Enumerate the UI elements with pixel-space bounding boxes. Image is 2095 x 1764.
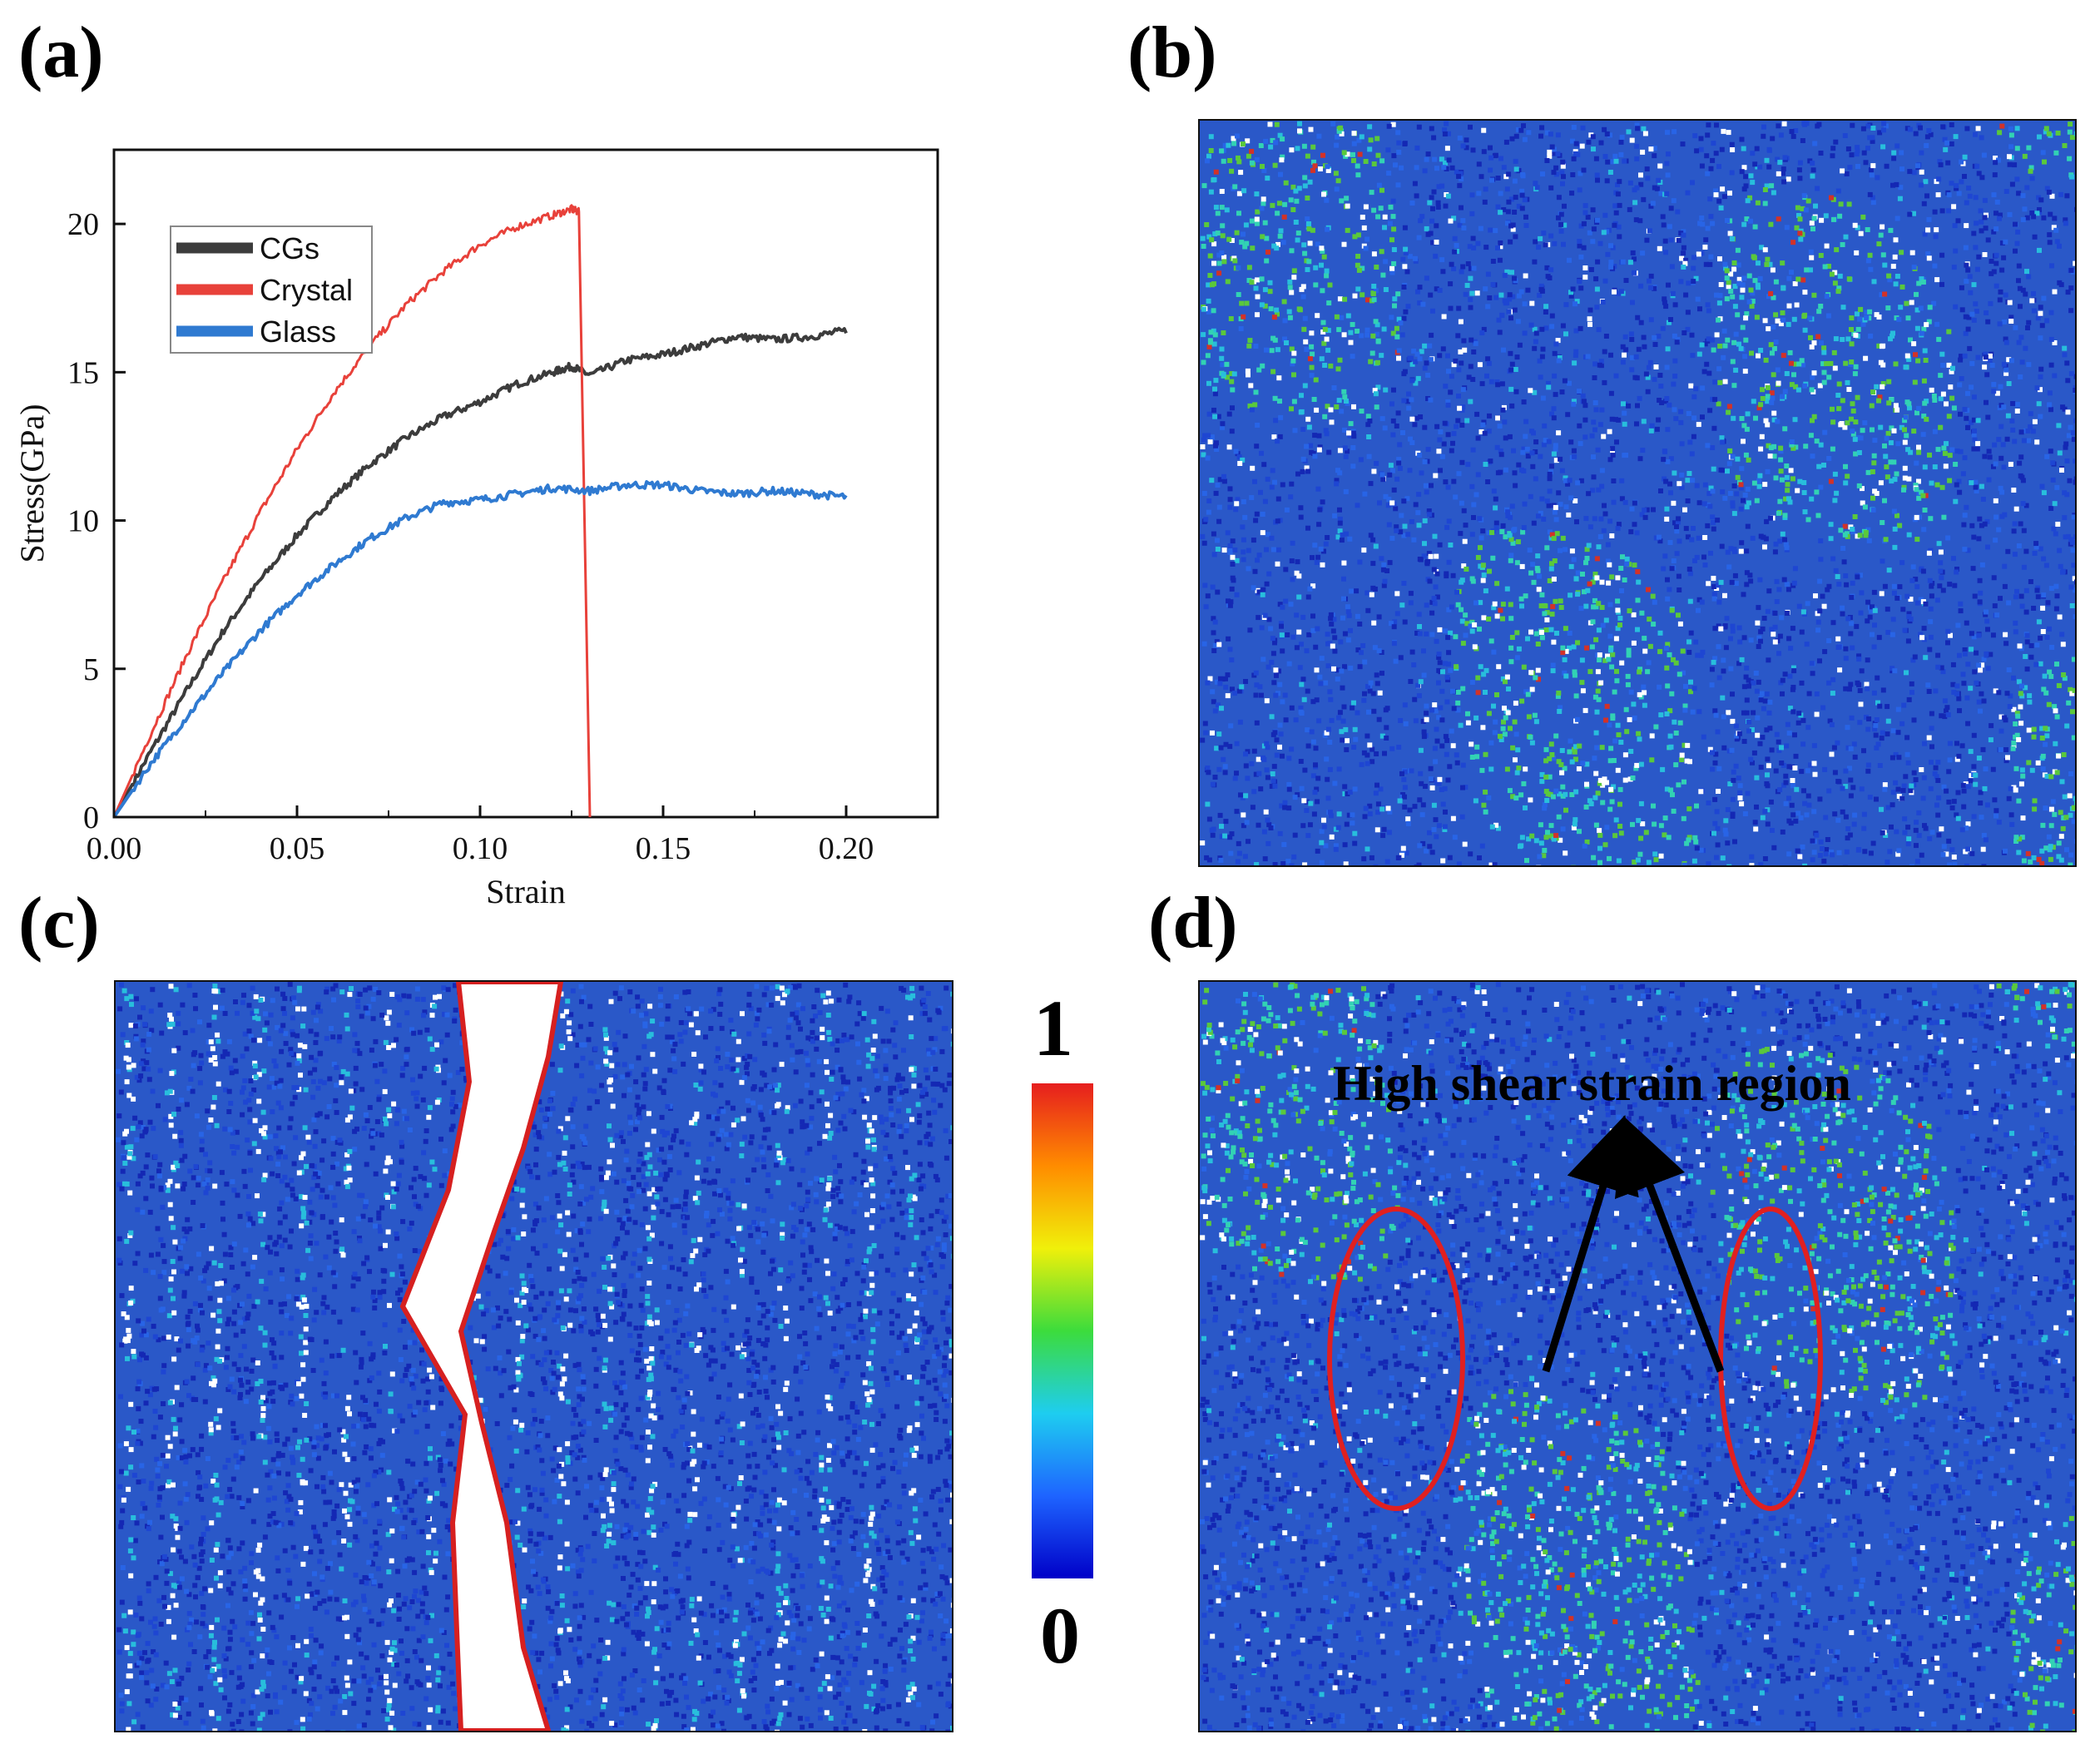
y-tick-label: 15 bbox=[67, 355, 99, 390]
atom-scatter-c bbox=[116, 982, 952, 1731]
panel-label-b: (b) bbox=[1127, 12, 1217, 93]
shear-strain-map-c bbox=[114, 980, 953, 1732]
x-tick-label: 0.00 bbox=[87, 831, 142, 866]
tick-layer: 0.00 0.05 0.10 0.15 0.20 0 5 10 15 20 bbox=[67, 207, 939, 866]
high-strain-ellipse-left bbox=[1327, 1207, 1465, 1511]
panel-label-c: (c) bbox=[18, 883, 100, 964]
legend-label-cgs: CGs bbox=[260, 231, 319, 265]
legend-label-glass: Glass bbox=[260, 315, 336, 349]
y-axis-label: Stress(GPa) bbox=[13, 404, 51, 562]
atom-scatter-b bbox=[1200, 121, 2075, 865]
x-tick-label: 0.05 bbox=[270, 831, 325, 866]
annotation-overlay bbox=[1327, 1115, 1823, 1511]
series-line-cgs bbox=[112, 326, 848, 818]
shear-strain-map-b bbox=[1198, 119, 2077, 867]
atom-scatter-d bbox=[1200, 982, 2075, 1731]
colorbar-min-label: 0 bbox=[1040, 1591, 1080, 1680]
atom-dots bbox=[1200, 121, 2075, 865]
atom-dots bbox=[1200, 982, 2075, 1731]
series-line-glass bbox=[112, 480, 848, 819]
panel-label-a: (a) bbox=[18, 12, 104, 93]
y-tick-label: 10 bbox=[67, 504, 99, 539]
plot-frame bbox=[112, 148, 939, 819]
x-axis-label: Strain bbox=[486, 873, 566, 910]
y-tick-label: 20 bbox=[67, 207, 99, 242]
panel-label-d: (d) bbox=[1148, 883, 1238, 964]
stress-strain-chart: 0.00 0.05 0.10 0.15 0.20 0 5 10 15 20 Strain Stre… bbox=[13, 148, 939, 910]
high-strain-ellipse-right bbox=[1718, 1207, 1823, 1511]
legend-label-crystal: Crystal bbox=[260, 273, 353, 307]
x-tick-label: 0.15 bbox=[636, 831, 691, 866]
annotation-arrow-right bbox=[1614, 1115, 1725, 1373]
y-tick-label: 5 bbox=[83, 652, 99, 687]
y-tick-label: 0 bbox=[83, 800, 99, 835]
x-tick-label: 0.10 bbox=[453, 831, 508, 866]
colorbar-max-label: 1 bbox=[1033, 984, 1073, 1073]
annotation-text: High shear strain region bbox=[1333, 1056, 1851, 1111]
chart-legend: CGs Crystal Glass bbox=[170, 225, 373, 354]
colorbar bbox=[1032, 1083, 1093, 1578]
annotation-arrow-left bbox=[1542, 1115, 1639, 1373]
x-tick-label: 0.20 bbox=[819, 831, 874, 866]
fracture-gap bbox=[399, 982, 564, 1731]
shear-strain-map-d bbox=[1198, 980, 2077, 1732]
